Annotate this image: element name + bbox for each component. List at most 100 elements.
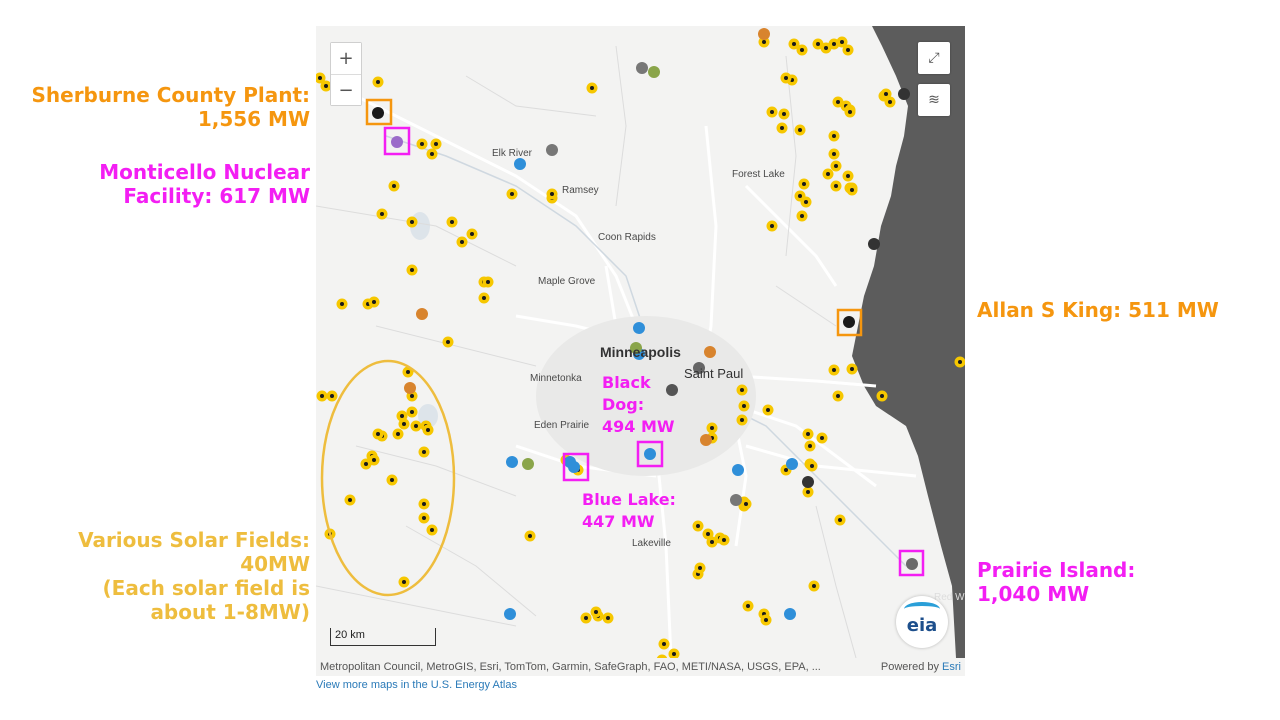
gas-plant-marker[interactable] [732,464,744,476]
solar-plant-marker-center [402,422,406,426]
solar-plant-marker-center [722,538,726,542]
power-plant-marker[interactable] [704,346,716,358]
power-plant-marker[interactable] [898,88,910,100]
fullscreen-button[interactable]: ⤢ [918,42,950,74]
solar-plant-marker-center [742,404,746,408]
solar-plant-marker-center [740,418,744,422]
annotation-line: Monticello Nuclear [99,160,310,184]
solar-plant-marker-center [836,394,840,398]
solar-plant-marker-center [824,46,828,50]
expand-icon: ⤢ [928,50,940,66]
solar-plant-marker-center [782,112,786,116]
annotation-line: 1,040 MW [977,582,1090,606]
annotation-line: Black [602,373,651,392]
zoom-out-button[interactable]: − [331,74,361,105]
solar-plant-marker-center [808,444,812,448]
solar-plant-marker-center [834,184,838,188]
esri-link[interactable]: Esri [942,661,961,673]
solar-plant-marker-center [770,110,774,114]
solar-plant-marker-center [744,502,748,506]
solar-plant-marker-center [380,212,384,216]
power-plant-marker[interactable] [666,384,678,396]
solar-plant-marker-center [672,652,676,656]
prairie-island-marker [898,549,925,577]
solar-plant-marker-center [958,360,962,364]
solar-plant-marker-center [430,528,434,532]
annotation-black-dog: Black Dog: 494 MW [602,372,675,438]
solar-plant-marker-center [528,534,532,538]
solar-plant-marker[interactable] [656,654,668,659]
solar-plant-marker-center [434,142,438,146]
power-plant-marker[interactable] [868,238,880,250]
solar-plant-marker-center [698,566,702,570]
solar-plant-marker-center [372,458,376,462]
allan-king-marker [836,308,863,337]
solar-plant-marker-center [420,142,424,146]
power-plant-marker[interactable] [693,362,705,374]
annotation-line: Dog: [602,395,645,414]
gas-plant-marker[interactable] [514,158,526,170]
annotation-prairie-island: Prairie Island: 1,040 MW [977,558,1135,606]
power-plant-marker[interactable] [758,28,770,40]
power-plant-marker[interactable] [404,382,416,394]
solar-plant-marker-center [710,426,714,430]
annotation-allan-king: Allan S King: 511 MW [977,298,1219,322]
metro-area [536,316,756,476]
solar-plant-marker-center [802,182,806,186]
power-plant-marker[interactable] [416,308,428,320]
solar-plant-marker-center [826,172,830,176]
solar-fields-ellipse [320,359,456,597]
power-plant-marker[interactable] [636,62,648,74]
annotation-line: (Each solar field is [102,576,310,600]
solar-plant-marker-center [340,302,344,306]
solar-plant-marker-center [846,48,850,52]
gas-plant-marker[interactable] [633,322,645,334]
energy-map[interactable]: + − ⤢ ≋ Elk River Ramsey Forest Lake Coo… [316,26,965,658]
solar-plant-marker-center [406,370,410,374]
gas-plant-marker[interactable] [504,608,516,620]
sherburne-marker [365,98,393,126]
minor-roads [316,45,857,658]
solar-plant-marker-center [590,86,594,90]
solar-plant-marker-center [840,40,844,44]
place-minnetonka: Minnetonka [530,373,582,384]
power-plant-marker[interactable] [730,494,742,506]
solar-plant-marker-center [422,450,426,454]
solar-plant-marker-center [798,128,802,132]
solar-plant-marker-center [376,80,380,84]
annotation-solar: Various Solar Fields: 40MW (Each solar f… [78,528,310,624]
logo-arc-icon [904,602,940,616]
gas-plant-marker[interactable] [784,608,796,620]
solar-plant-marker-center [762,40,766,44]
solar-plant-marker-center [410,394,414,398]
solar-plant-marker-center [792,42,796,46]
gas-plant-marker[interactable] [786,458,798,470]
eia-logo: eia [896,596,948,648]
place-coon-rapids: Coon Rapids [598,232,656,243]
layers-button[interactable]: ≋ [918,84,950,116]
solar-plant-marker-center [838,518,842,522]
solar-plant-marker-center [850,188,854,192]
annotation-line: Sherburne County Plant: [31,83,310,107]
power-plant-marker[interactable] [802,476,814,488]
solar-plant-marker-center [550,192,554,196]
power-plant-marker[interactable] [700,434,712,446]
solar-plant-marker-center [348,498,352,502]
solar-plant-marker-center [446,340,450,344]
gas-plant-marker[interactable] [506,456,518,468]
solar-plant-marker-center [764,618,768,622]
energy-atlas-link[interactable]: View more maps in the U.S. Energy Atlas [316,679,517,691]
power-plant-marker[interactable] [630,342,642,354]
power-plant-marker[interactable] [522,458,534,470]
power-plant-marker[interactable] [546,144,558,156]
zoom-in-button[interactable]: + [331,43,361,74]
powered-by-label: Powered by [880,661,939,673]
solar-plant-marker-center [430,152,434,156]
place-forest-lake: Forest Lake [732,169,785,180]
solar-plant-marker-center [812,584,816,588]
solar-plant-marker-center [820,436,824,440]
map-canvas [316,26,965,658]
solar-plant-marker-center [846,174,850,178]
power-plant-marker[interactable] [648,66,660,78]
solar-plant-marker-center [832,152,836,156]
